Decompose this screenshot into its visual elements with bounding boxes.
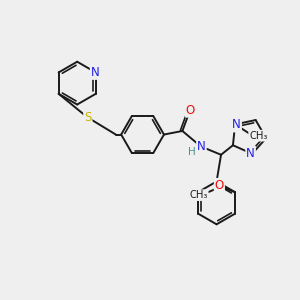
Text: O: O xyxy=(215,179,224,192)
Text: O: O xyxy=(186,104,195,117)
Text: S: S xyxy=(84,111,92,124)
Text: N: N xyxy=(197,140,206,153)
Text: CH₃: CH₃ xyxy=(249,131,268,141)
Text: CH₃: CH₃ xyxy=(189,190,208,200)
Text: H: H xyxy=(188,147,196,157)
Text: N: N xyxy=(91,66,100,79)
Text: N: N xyxy=(246,147,255,160)
Text: N: N xyxy=(232,118,241,131)
